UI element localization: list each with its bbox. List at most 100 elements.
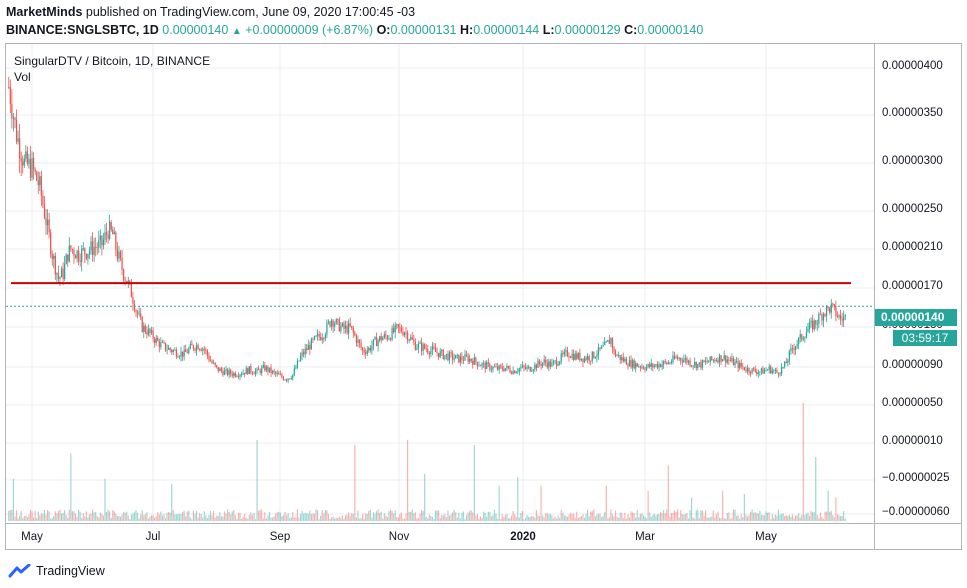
volume-bar (293, 517, 295, 521)
volume-bar (628, 517, 631, 521)
volume-bar (538, 515, 541, 521)
volume-bar (587, 509, 589, 521)
volume-bar (638, 516, 640, 521)
volume-bars (8, 403, 846, 521)
candle-body (209, 360, 212, 362)
volume-bar (79, 511, 81, 521)
volume-bar (62, 512, 64, 521)
candle-body (19, 138, 21, 159)
candle-body (469, 358, 471, 362)
volume-bar (808, 515, 811, 521)
candle-body (107, 234, 109, 239)
candle-body (489, 363, 491, 370)
volume-bar (521, 510, 524, 521)
candle-body (520, 367, 522, 369)
candle-body (709, 356, 711, 362)
candle-body (559, 361, 561, 365)
candle-body (220, 368, 223, 371)
candle-body (36, 171, 38, 181)
candle-body (776, 369, 778, 373)
volume-bar (791, 514, 794, 521)
candle-body (414, 341, 416, 350)
volume-bar (369, 509, 371, 521)
volume-bar (677, 509, 679, 521)
published-text: published on TradingView.com, June 09, 2… (85, 5, 416, 19)
volume-bar (104, 478, 106, 521)
volume-bar (574, 517, 576, 521)
candle-body (67, 254, 69, 262)
volume-bar (428, 514, 430, 521)
volume-bar (481, 518, 483, 521)
volume-bar (219, 512, 221, 521)
volume-bar (20, 511, 22, 521)
volume-bar (832, 514, 834, 521)
candle-body (725, 355, 727, 363)
volume-bar (150, 515, 153, 521)
volume-bar (96, 516, 98, 521)
volume-bar (565, 515, 567, 521)
volume-bar (290, 517, 292, 521)
low-label: L: (542, 23, 555, 37)
tradingview-brand[interactable]: TradingView (36, 564, 105, 578)
volume-bar (270, 517, 272, 521)
volume-bar (180, 514, 182, 521)
volume-bar (495, 513, 497, 521)
candle-body (76, 250, 78, 259)
volume-bar (703, 515, 705, 521)
candle-body (694, 362, 696, 366)
volume-bar (182, 512, 184, 521)
candle-body (512, 370, 514, 374)
volume-bar (604, 512, 606, 521)
candle-body (214, 362, 216, 366)
time-axis-tick: May (755, 531, 777, 543)
volume-bar (557, 515, 559, 521)
volume-bar (28, 514, 30, 521)
candle-body (34, 169, 36, 172)
candle-body (192, 345, 195, 350)
volume-legend[interactable]: Vol (14, 70, 31, 84)
candle-body (793, 348, 795, 350)
candle-body (590, 360, 592, 362)
candle-body (20, 158, 22, 162)
candle-body (726, 359, 728, 363)
candle-body (644, 368, 646, 370)
volume-bar (343, 518, 345, 521)
candle-body (250, 366, 252, 373)
volume-bar (230, 514, 232, 521)
candle-body (577, 353, 579, 359)
candle-body (157, 337, 159, 341)
candle-body (96, 247, 98, 249)
candle-body (638, 366, 640, 368)
price-change: +0.00000009 (+6.87%) (245, 23, 374, 37)
volume-bar (417, 517, 420, 521)
candle-body (591, 351, 593, 361)
candle-body (199, 349, 201, 350)
candle-body (101, 235, 103, 246)
volume-bar (171, 483, 173, 521)
volume-bar (223, 511, 226, 521)
volume-bar (436, 510, 438, 521)
candle-body (309, 344, 311, 350)
volume-bar (698, 518, 700, 521)
candle-body (829, 307, 831, 313)
candle-body (790, 348, 792, 352)
candle-body (481, 363, 483, 366)
chart-frame (5, 43, 962, 550)
candle-body (667, 362, 669, 364)
volume-bar (262, 518, 264, 521)
candle-body (456, 354, 458, 356)
candle-body (633, 360, 635, 369)
series-legend[interactable]: SingularDTV / Bitcoin, 1D, BINANCE (14, 54, 211, 68)
candle-body (815, 320, 817, 325)
volume-bar (268, 511, 271, 521)
candle-body (434, 348, 437, 352)
volume-bar (298, 517, 300, 521)
volume-bar (400, 512, 402, 521)
candle-body (389, 338, 392, 340)
volume-bar (779, 514, 781, 521)
volume-bar (667, 465, 669, 521)
candle-body (839, 315, 842, 320)
candle-body (785, 361, 787, 364)
candle-body (285, 379, 288, 381)
